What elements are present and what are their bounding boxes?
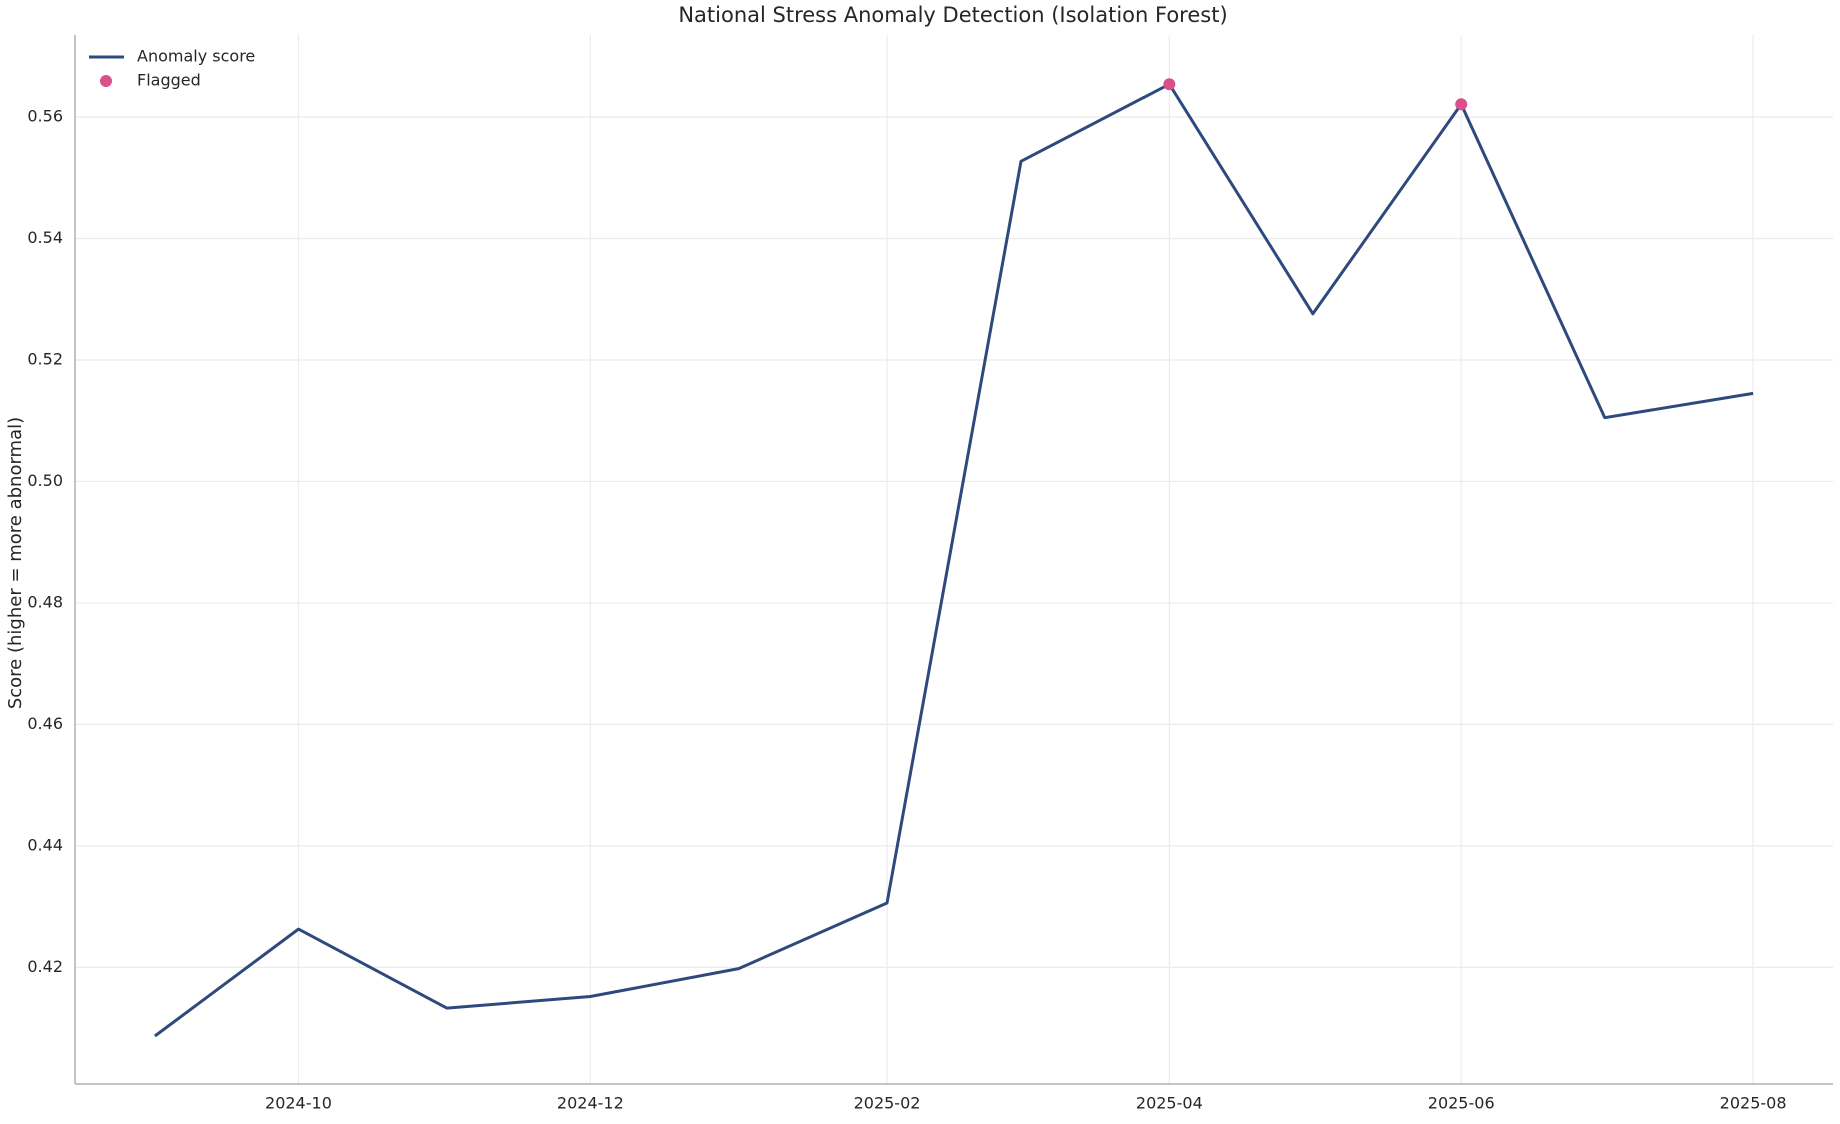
y-tick-label: 0.50 (27, 471, 63, 490)
flagged-point (1455, 98, 1468, 111)
x-tick-label: 2025-02 (854, 1094, 921, 1113)
chart-title: National Stress Anomaly Detection (Isola… (678, 3, 1227, 27)
y-tick-label: 0.56 (27, 107, 63, 126)
y-axis-label: Score (higher = more abnormal) (5, 417, 26, 709)
flagged-point (1163, 78, 1176, 91)
x-tick-label: 2025-06 (1428, 1094, 1495, 1113)
legend-label: Flagged (137, 71, 201, 90)
line-series (154, 82, 1754, 1038)
x-tick-label: 2024-10 (265, 1094, 332, 1113)
y-tick-label: 0.42 (27, 957, 63, 976)
y-tick-label: 0.44 (27, 835, 63, 854)
y-tick-label: 0.52 (27, 349, 63, 368)
y-tick-label: 0.48 (27, 592, 63, 611)
y-tick-label: 0.46 (27, 714, 63, 733)
x-tick-label: 2025-04 (1136, 1094, 1203, 1113)
legend-swatch (100, 75, 112, 87)
x-tick-label: 2025-08 (1720, 1094, 1787, 1113)
legend-label: Anomaly score (137, 47, 255, 66)
x-tick-label: 2024-12 (557, 1094, 624, 1113)
y-tick-label: 0.54 (27, 228, 63, 247)
